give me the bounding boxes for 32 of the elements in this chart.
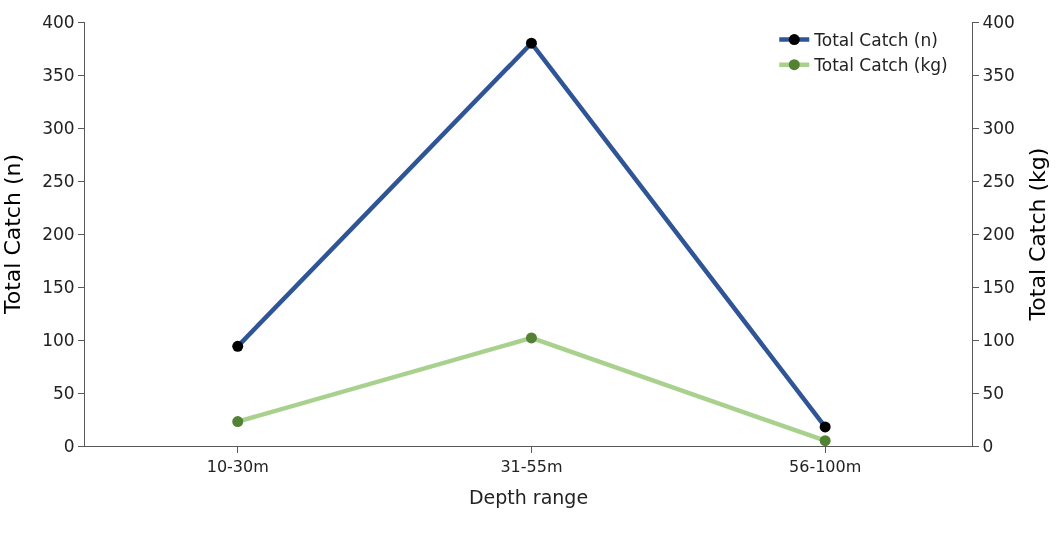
y2-tick-label: 150 <box>982 276 1015 297</box>
y-tick-label: 250 <box>42 170 75 191</box>
y-axis-title: Total Catch (n) <box>0 154 25 315</box>
y2-axis-title: Total Catch (kg) <box>1024 147 1050 322</box>
y-tick-label: 0 <box>63 435 75 456</box>
x-tick-label: 10-30m <box>206 457 269 477</box>
point <box>232 416 244 428</box>
x-tick-label: 31-55m <box>500 457 563 477</box>
y-tick-label: 300 <box>42 117 75 138</box>
legend-label: Total Catch (kg) <box>813 55 948 76</box>
point <box>232 340 244 352</box>
y-tick-label: 350 <box>42 64 75 85</box>
y2-tick-label: 250 <box>982 170 1015 191</box>
y2-tick-label: 0 <box>982 435 994 456</box>
x-axis-title: Depth range <box>468 486 589 508</box>
y2-tick-label: 350 <box>982 64 1015 85</box>
y-tick-label: 200 <box>42 223 75 244</box>
y2-tick-label: 50 <box>982 382 1005 403</box>
x-tick-label: 56-100m <box>789 457 862 477</box>
point <box>525 37 537 49</box>
y2-tick-label: 200 <box>982 223 1015 244</box>
y-tick-label: 400 <box>42 11 75 32</box>
y2-tick-label: 300 <box>982 117 1015 138</box>
y2-tick-label: 400 <box>982 11 1015 32</box>
point <box>819 435 831 447</box>
y-tick-label: 50 <box>52 382 75 403</box>
point <box>525 332 537 344</box>
y2-tick-label: 100 <box>982 329 1015 350</box>
y-tick-label: 150 <box>42 276 75 297</box>
point <box>819 421 831 433</box>
y-tick-label: 100 <box>42 329 75 350</box>
legend-label: Total Catch (n) <box>813 30 938 51</box>
